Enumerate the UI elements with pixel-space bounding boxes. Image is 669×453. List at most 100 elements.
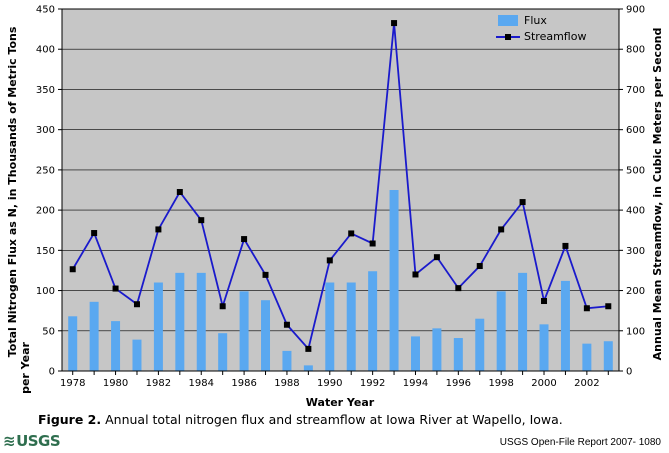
right-axis-tick-label: 400 — [626, 206, 645, 217]
streamflow-polyline — [71, 22, 609, 351]
right-axis-tick-label: 100 — [626, 326, 645, 337]
streamflow-point — [412, 271, 419, 278]
x-axis-tick-label: 1992 — [360, 378, 385, 389]
streamflow-point — [241, 236, 248, 243]
streamflow-point — [433, 254, 440, 261]
streamflow-point — [476, 263, 483, 270]
streamflow-point — [305, 345, 312, 352]
x-axis-tick-label: 1996 — [446, 378, 471, 389]
figure-label: Figure 2. — [38, 412, 102, 427]
flux-bar — [218, 333, 228, 371]
streamflow-point — [155, 226, 162, 233]
streamflow-point — [369, 240, 376, 247]
streamflow-point — [583, 305, 590, 312]
flux-bar — [496, 291, 506, 371]
legend-streamflow-marker — [505, 34, 511, 40]
x-axis-tick-label: 1994 — [403, 378, 428, 389]
left-axis-tick-label: 100 — [36, 286, 55, 297]
flux-bar — [153, 282, 163, 371]
streamflow-point — [455, 285, 462, 292]
streamflow-point — [69, 266, 76, 273]
flux-bar — [196, 272, 206, 371]
report-number: USGS Open-File Report 2007- 1080 — [499, 437, 661, 448]
flux-bar — [560, 280, 570, 371]
axis-ticks — [58, 8, 623, 375]
flux-bar — [303, 365, 313, 371]
flux-bar — [175, 272, 185, 371]
right-axis-tick-label: 300 — [626, 246, 645, 257]
flux-bar — [325, 282, 335, 371]
plot-frame — [61, 8, 620, 372]
flux-bar — [475, 318, 485, 371]
x-axis-tick-label: 1998 — [488, 378, 513, 389]
streamflow-point — [348, 230, 355, 237]
streamflow-point — [176, 189, 183, 196]
x-axis-tick-label: 1984 — [189, 378, 214, 389]
flux-bar — [346, 282, 356, 371]
flux-bar — [453, 338, 463, 371]
flux-bar — [89, 301, 99, 371]
flux-bar — [389, 190, 399, 371]
streamflow-point — [219, 303, 226, 310]
streamflow-point — [262, 271, 269, 278]
plot-area — [62, 9, 619, 371]
left-axis-tick-label: 150 — [36, 246, 55, 257]
left-axis-tick-label: 350 — [36, 85, 55, 96]
streamflow-point — [112, 285, 119, 292]
usgs-logo: ≋ USGS — [3, 432, 61, 450]
streamflow-point — [198, 217, 205, 224]
left-axis-tick-label: 200 — [36, 206, 55, 217]
left-axis-tick-label: 0 — [49, 367, 55, 378]
left-axis-tick-label: 450 — [36, 5, 55, 16]
streamflow-point — [562, 242, 569, 249]
right-axis-tick-labels: 0 100 200 300 400 500 600 700 800 900 — [626, 5, 645, 378]
x-axis-tick-label: 1978 — [60, 378, 85, 389]
left-axis-title: Total Nitrogen Flux as N, in Thousands o… — [6, 23, 32, 394]
flux-bar — [68, 316, 78, 371]
left-axis-tick-label: 50 — [42, 326, 55, 337]
flux-bar — [261, 300, 271, 371]
right-axis-tick-label: 500 — [626, 165, 645, 176]
flux-bar — [282, 350, 292, 371]
flux-bar — [368, 271, 378, 371]
legend-flux-swatch — [498, 15, 518, 26]
x-axis-tick-label: 2002 — [574, 378, 599, 389]
right-axis-tick-label: 600 — [626, 125, 645, 136]
streamflow-point — [326, 257, 333, 264]
flux-bar — [132, 339, 142, 371]
flux-bars — [68, 190, 613, 371]
flux-bar — [603, 341, 613, 371]
x-axis-tick-label: 1986 — [231, 378, 256, 389]
usgs-wave-icon: ≋ — [3, 432, 16, 450]
usgs-logo-text: USGS — [16, 432, 61, 450]
left-axis-tick-label: 300 — [36, 125, 55, 136]
left-axis-tick-labels: 0 50 100 150 200 250 300 350 400 450 — [36, 5, 55, 378]
streamflow-point — [519, 199, 526, 206]
flux-bar — [239, 291, 249, 371]
right-axis-tick-label: 200 — [626, 286, 645, 297]
legend-flux-label: Flux — [524, 14, 547, 27]
x-axis-tick-label: 1988 — [274, 378, 299, 389]
right-axis-title: Annual Mean Streamflow, in Cubic Meters … — [651, 28, 664, 361]
left-axis-tick-label: 400 — [36, 45, 55, 56]
x-axis-title: Water Year — [306, 396, 375, 409]
streamflow-point — [133, 301, 140, 308]
right-axis-tick-label: 900 — [626, 5, 645, 16]
figure-caption: Figure 2. Annual total nitrogen flux and… — [38, 412, 658, 427]
streamflow-point — [283, 321, 290, 328]
streamflow-line — [69, 20, 612, 352]
streamflow-point — [605, 303, 612, 310]
right-axis-tick-label: 800 — [626, 45, 645, 56]
left-axis-tick-label: 250 — [36, 165, 55, 176]
flux-bar — [518, 272, 528, 371]
legend: Flux Streamflow — [496, 14, 586, 43]
x-axis-tick-label: 2000 — [531, 378, 556, 389]
x-axis-tick-labels: 1978 1980 1982 1984 1986 1988 1990 1992 1994 1996… — [60, 378, 600, 389]
streamflow-point — [391, 20, 398, 27]
x-axis-tick-label: 1980 — [103, 378, 128, 389]
flux-bar — [410, 336, 420, 371]
x-axis-tick-label: 1990 — [317, 378, 342, 389]
flux-bar — [539, 324, 549, 371]
streamflow-point — [498, 226, 505, 233]
